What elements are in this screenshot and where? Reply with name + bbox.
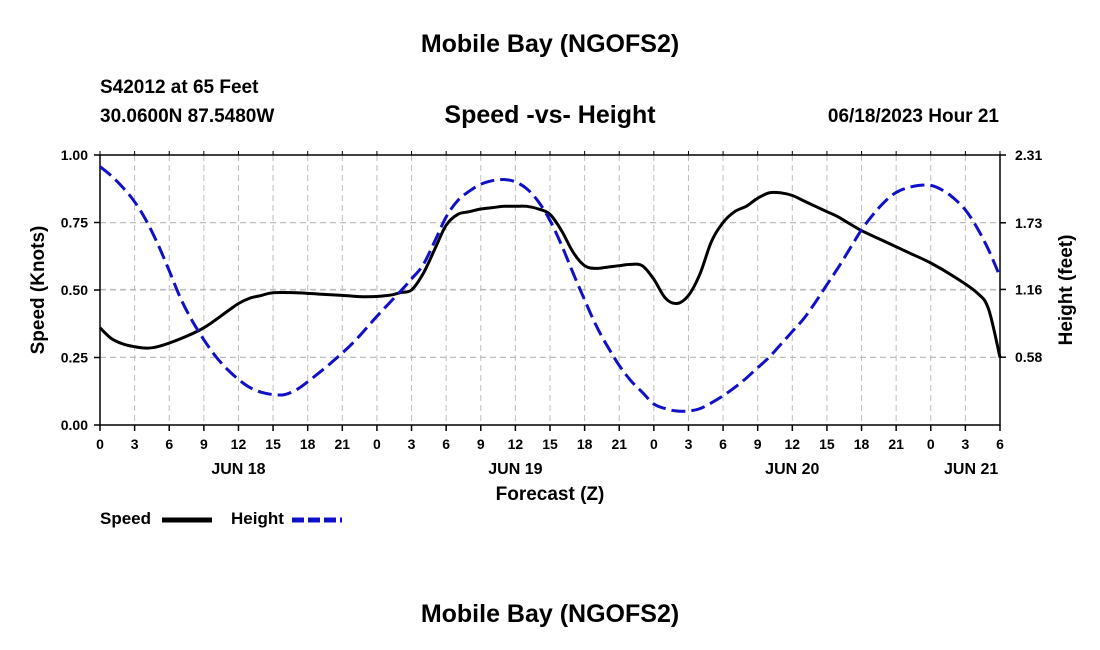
station-label: S42012 at 65 Feet [100,77,259,98]
x-tick-label: 6 [996,436,1004,452]
x-tick-label: 3 [685,436,693,452]
grid [100,154,1000,425]
y-axis-speed: 0.00 0.25 0.50 0.75 1.00 [61,147,100,433]
x-tick-label: 21 [611,436,627,452]
y2-tick-label: 0.58 [1015,349,1042,365]
footer-title: Mobile Bay (NGOFS2) [420,600,680,628]
x-tick-label: 3 [131,436,139,452]
x-tick-label: 3 [408,436,416,452]
x-tick-label: 18 [300,436,316,452]
x-tick-label: 0 [96,436,104,452]
x-tick-label: 0 [373,436,381,452]
y-tick-label: 0.25 [61,350,88,366]
x-tick-label: 3 [961,436,969,452]
y-axis-label: Speed (Knots) [28,226,49,355]
y2-tick-label: 1.16 [1015,281,1042,297]
x-day-label: JUN 20 [765,461,819,478]
x-tick-label: 15 [542,436,558,452]
x-tick-label: 21 [335,436,351,452]
x-tick-label: 18 [577,436,593,452]
x-tick-label: 15 [265,436,281,452]
x-axis: 0 3 6 9 12 15 18 21 0 3 6 9 12 15 18 21 0 3 6 9 12 15 18 21 0 3 6 J… [96,151,1004,478]
x-tick-label: 0 [650,436,658,452]
chart-title: Mobile Bay (NGOFS2) [420,30,680,58]
chart-subtitle: Speed -vs- Height [444,101,656,129]
y-tick-label: 0.75 [61,215,88,231]
speed-series-line [98,190,1002,358]
height-series-line [99,165,1002,413]
x-day-label: JUN 18 [211,461,265,478]
x-tick-label: 6 [719,436,727,452]
series [98,165,1002,413]
x-day-label: JUN 21 [944,461,998,478]
y2-tick-label: 2.31 [1015,147,1042,163]
x-tick-label: 15 [819,436,835,452]
x-tick-label: 12 [231,436,247,452]
x-tick-label: 12 [785,436,801,452]
coordinates-label: 30.0600N 87.5480W [100,106,275,127]
x-tick-label: 9 [754,436,762,452]
x-axis-label: Forecast (Z) [496,484,605,505]
x-tick-label: 9 [477,436,485,452]
x-tick-label: 18 [854,436,870,452]
x-tick-label: 6 [442,436,450,452]
y2-axis-label: Height (feet) [1056,235,1077,346]
x-day-label: JUN 19 [488,461,542,478]
x-tick-label: 9 [200,436,208,452]
legend-speed-label: Speed [100,509,152,528]
y-tick-label: 0.50 [61,282,88,298]
y2-tick-label: 1.73 [1015,215,1042,231]
y-tick-label: 1.00 [61,147,88,163]
x-tick-label: 6 [165,436,173,452]
legend-height-label: Height [231,509,284,528]
forecast-datetime: 06/18/2023 Hour 21 [827,106,999,127]
x-tick-label: 21 [888,436,904,452]
x-tick-label: 12 [508,436,524,452]
y-tick-label: 0.00 [61,417,88,433]
x-tick-label: 0 [927,436,935,452]
y-axis-height: 0.58 1.16 1.73 2.31 [1000,147,1042,365]
